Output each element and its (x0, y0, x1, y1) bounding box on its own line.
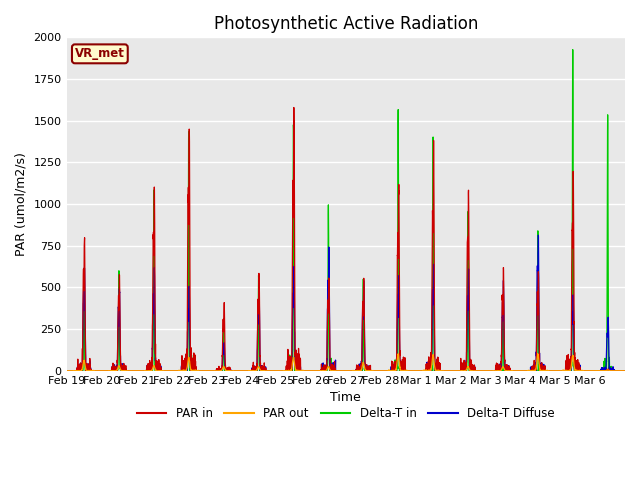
Text: VR_met: VR_met (75, 48, 125, 60)
Title: Photosynthetic Active Radiation: Photosynthetic Active Radiation (214, 15, 478, 33)
Legend: PAR in, PAR out, Delta-T in, Delta-T Diffuse: PAR in, PAR out, Delta-T in, Delta-T Dif… (132, 402, 559, 425)
X-axis label: Time: Time (330, 391, 361, 404)
Y-axis label: PAR (umol/m2/s): PAR (umol/m2/s) (15, 152, 28, 256)
